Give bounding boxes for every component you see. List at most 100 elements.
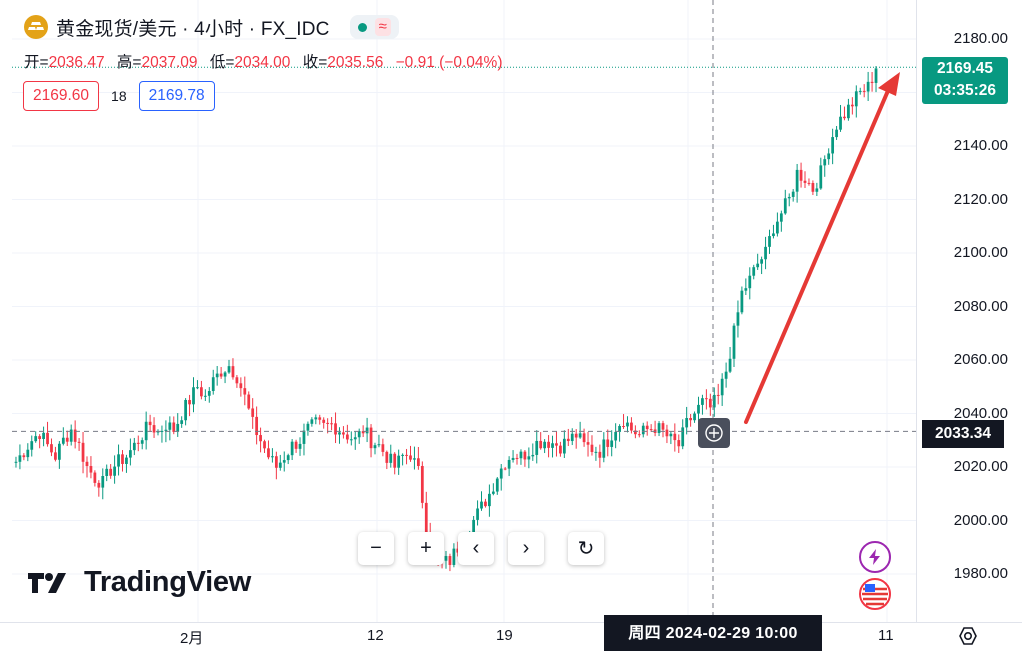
- candle-body: [69, 429, 73, 442]
- ohlc-legend: 开=2036.47 高=2037.09 低=2034.00 收=2035.56 …: [24, 50, 510, 72]
- buy-button[interactable]: 2169.78: [138, 81, 215, 111]
- time-label-19: 19: [496, 627, 513, 644]
- candle-body: [26, 449, 30, 458]
- high-label: 高=: [116, 54, 142, 71]
- candle-body: [334, 423, 337, 435]
- candle-body: [274, 456, 278, 468]
- candle-body: [42, 432, 45, 439]
- candle-body: [452, 548, 456, 565]
- candle-body: [207, 391, 211, 396]
- crosshair-add-button[interactable]: [698, 418, 730, 448]
- candle-body: [791, 191, 795, 197]
- reset-chart-button[interactable]: ↻: [568, 532, 604, 565]
- candle-body: [89, 466, 93, 473]
- candle-body: [630, 422, 633, 431]
- open-label: 开=: [24, 54, 49, 71]
- candle-body: [795, 169, 799, 192]
- price-axis-label: 2080.00: [953, 297, 1008, 315]
- candle-body: [219, 373, 223, 377]
- candle-body: [673, 433, 677, 441]
- trade-buttons: 2169.60 18 2169.78: [23, 81, 215, 111]
- candle-body: [192, 387, 195, 405]
- candle-body: [247, 394, 251, 409]
- price-axis-divider: [916, 0, 917, 622]
- low-label: 低=: [209, 54, 235, 71]
- lightning-icon[interactable]: [859, 541, 891, 573]
- crosshair-date-tag: 周四 2024-02-29 10:00: [604, 615, 822, 651]
- candle-body: [401, 454, 404, 456]
- candle-body: [732, 325, 736, 359]
- price-axis-label: 2000.00: [953, 511, 1008, 529]
- candle-body: [290, 441, 294, 456]
- candle-body: [77, 441, 81, 443]
- price-axis-label: 2060.00: [953, 351, 1008, 368]
- candle-body: [495, 478, 499, 492]
- settings-gear-icon[interactable]: [956, 624, 980, 648]
- market-status-pill[interactable]: ≈: [349, 15, 399, 39]
- current-price-tag: 2169.45 03:35:26: [922, 57, 1008, 104]
- candle-body: [756, 263, 760, 268]
- candle-body: [314, 417, 318, 420]
- symbol-title[interactable]: 黄金现货/美元 · 4小时 · FX_IDC: [56, 18, 330, 40]
- candle-body: [511, 457, 515, 460]
- candle-body: [184, 399, 187, 421]
- tradingview-logo[interactable]: TradingView: [28, 566, 251, 599]
- us-flag-icon[interactable]: [859, 578, 891, 610]
- candle-body: [681, 427, 685, 447]
- candle-body: [748, 275, 752, 289]
- candle-body: [22, 455, 26, 458]
- candle-body: [46, 432, 49, 445]
- candle-body: [740, 290, 744, 313]
- time-label-feb: 2月: [180, 630, 204, 647]
- candle-body: [551, 443, 554, 448]
- candle-body: [712, 394, 716, 408]
- candle-body: [823, 159, 827, 166]
- scroll-right-button[interactable]: ›: [508, 532, 544, 565]
- candle-body: [618, 426, 621, 432]
- candle-body: [444, 556, 448, 561]
- candle-body: [669, 433, 673, 437]
- candle-body: [456, 548, 460, 553]
- sell-button[interactable]: 2169.60: [23, 81, 100, 111]
- candle-body: [322, 419, 326, 423]
- candle-body: [231, 366, 235, 378]
- candle-body: [377, 444, 381, 446]
- candle-body: [559, 445, 562, 454]
- candle-body: [263, 441, 266, 449]
- candle-body: [720, 378, 724, 396]
- trend-arrow[interactable]: [744, 84, 892, 424]
- candle-body: [499, 468, 503, 479]
- scroll-left-button[interactable]: ‹: [458, 532, 494, 565]
- price-axis-label: 1980.00: [953, 565, 1008, 582]
- candle-body: [488, 493, 491, 507]
- candle-body: [405, 454, 408, 456]
- candle-body: [18, 455, 22, 462]
- candle-body: [306, 423, 310, 431]
- candle-body: [847, 104, 850, 119]
- candle-body: [803, 180, 807, 183]
- candle-body: [519, 451, 523, 459]
- candle-body: [223, 372, 227, 377]
- candle-body: [555, 443, 558, 446]
- candle-body: [34, 436, 38, 442]
- high-value: 2037.09: [141, 54, 198, 71]
- candle-body: [353, 437, 357, 440]
- candle-body: [267, 448, 270, 458]
- candle-body: [858, 90, 862, 92]
- candle-body: [594, 451, 598, 453]
- candle-body: [626, 422, 629, 427]
- candle-body: [424, 502, 428, 534]
- candle-body: [507, 459, 511, 469]
- candle-body: [397, 455, 401, 468]
- candle-body: [65, 437, 69, 442]
- candle-body: [144, 421, 148, 441]
- candle-body: [215, 373, 219, 378]
- candle-body: [30, 441, 34, 450]
- price-axis-label: 2180.00: [953, 30, 1008, 47]
- zoom-in-button[interactable]: +: [408, 532, 444, 565]
- candle-body: [310, 419, 314, 424]
- candle-body: [854, 91, 858, 107]
- candle-body: [381, 444, 385, 452]
- zoom-out-button[interactable]: −: [358, 532, 394, 565]
- candle-body: [515, 457, 519, 459]
